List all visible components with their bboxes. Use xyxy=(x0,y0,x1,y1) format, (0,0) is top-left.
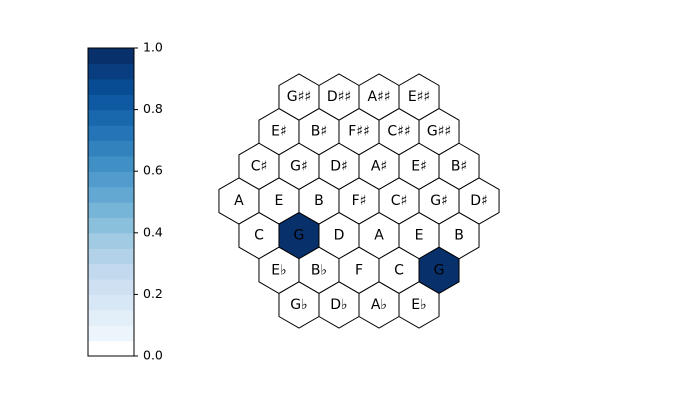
note-label: B xyxy=(454,228,464,244)
note-label: F♯♯ xyxy=(348,124,370,140)
note-label: A♯♯ xyxy=(367,89,390,105)
note-label: B♭ xyxy=(311,262,327,278)
colorbar-band xyxy=(88,155,134,172)
note-label: E♯ xyxy=(411,158,427,174)
note-label: D xyxy=(334,228,345,244)
note-label: E xyxy=(415,228,424,244)
note-label: D♯ xyxy=(330,158,348,174)
hex-cell: E♭ xyxy=(398,281,440,329)
colorbar-band xyxy=(88,63,134,80)
note-label: G xyxy=(294,228,305,244)
hex-cell: G♯♯ xyxy=(278,73,320,121)
colorbar-band xyxy=(88,325,134,342)
colorbar-bands xyxy=(88,48,134,357)
hex-grid: G♯♯ D♯♯ A♯♯ E♯♯ E♯ B♯ F♯♯ C♯♯ G♯♯ C♯ G♯ D♯ A♯ E♯ B♯ A E B… xyxy=(218,73,500,329)
note-label: D♭ xyxy=(330,297,347,313)
note-label: C xyxy=(394,262,404,278)
colorbar-tick-label: 1.0 xyxy=(143,40,163,55)
note-label: G♯♯ xyxy=(287,89,311,105)
note-label: G♯♯ xyxy=(427,124,451,140)
colorbar-band xyxy=(88,186,134,203)
note-label: E♯ xyxy=(271,124,287,140)
hex-cell: D♯ xyxy=(458,177,500,225)
colorbar-band xyxy=(88,263,134,280)
colorbar-band xyxy=(88,279,134,295)
note-label: A xyxy=(234,193,244,209)
note-label: G♯ xyxy=(430,193,448,209)
hex-cell: G♭ xyxy=(278,281,320,329)
colorbar-band xyxy=(88,340,134,357)
note-label: C xyxy=(254,228,264,244)
hex-cell: G♯♯ xyxy=(418,108,460,156)
colorbar-band xyxy=(88,140,134,157)
hex-cell: B♯ xyxy=(298,108,340,156)
colorbar-frame xyxy=(87,47,135,357)
note-label: A xyxy=(374,228,384,244)
colorbar-band xyxy=(88,248,134,265)
note-label: E♭ xyxy=(271,262,286,278)
colorbar-band xyxy=(88,109,134,126)
colorbar-tick-label: 0.2 xyxy=(143,286,163,301)
note-label: B♯ xyxy=(311,124,327,140)
colorbar-tick-label: 0.4 xyxy=(143,224,163,239)
colorbar-band xyxy=(88,309,134,326)
note-label: A♯ xyxy=(371,158,387,174)
colorbar-tick-label: 0.8 xyxy=(143,101,163,116)
colorbar-band xyxy=(88,78,134,95)
colorbar-band xyxy=(88,48,134,64)
note-label: G♭ xyxy=(290,297,307,313)
note-label: B xyxy=(314,193,324,209)
note-label: F xyxy=(355,262,363,278)
note-label: D♯ xyxy=(470,193,488,209)
note-label: A♭ xyxy=(371,297,387,313)
hex-tile xyxy=(398,281,440,329)
note-label: F♯ xyxy=(352,193,367,209)
colorbar-tick-label: 0.0 xyxy=(143,348,163,363)
colorbar-band xyxy=(88,202,134,218)
hex-cell: A♭ xyxy=(358,281,400,329)
colorbar-band xyxy=(88,294,134,311)
note-label: B♯ xyxy=(451,158,467,174)
colorbar-tick-label: 0.6 xyxy=(143,163,163,178)
colorbar-band xyxy=(88,217,134,234)
hex-cell: F♯♯ xyxy=(338,108,380,156)
colorbar: 0.0 0.2 0.4 0.6 0.8 1.0 xyxy=(87,40,163,363)
hex-cell: E♯♯ xyxy=(398,73,440,121)
note-label: E♯♯ xyxy=(408,89,430,105)
note-label: G♯ xyxy=(290,158,308,174)
note-label: C♯ xyxy=(251,158,268,174)
note-label: E xyxy=(275,193,284,209)
colorbar-band xyxy=(88,94,134,111)
note-label: C♯♯ xyxy=(387,124,410,140)
hex-cell: G♯ xyxy=(278,142,320,191)
colorbar-band xyxy=(88,125,134,141)
note-label: E♭ xyxy=(411,297,426,313)
note-label: G xyxy=(434,262,445,278)
colorbar-ticks: 0.0 0.2 0.4 0.6 0.8 1.0 xyxy=(134,40,163,363)
colorbar-band xyxy=(88,232,134,249)
note-label: D♯♯ xyxy=(327,89,351,105)
colorbar-band xyxy=(88,171,134,188)
note-label: C♯ xyxy=(391,193,408,209)
